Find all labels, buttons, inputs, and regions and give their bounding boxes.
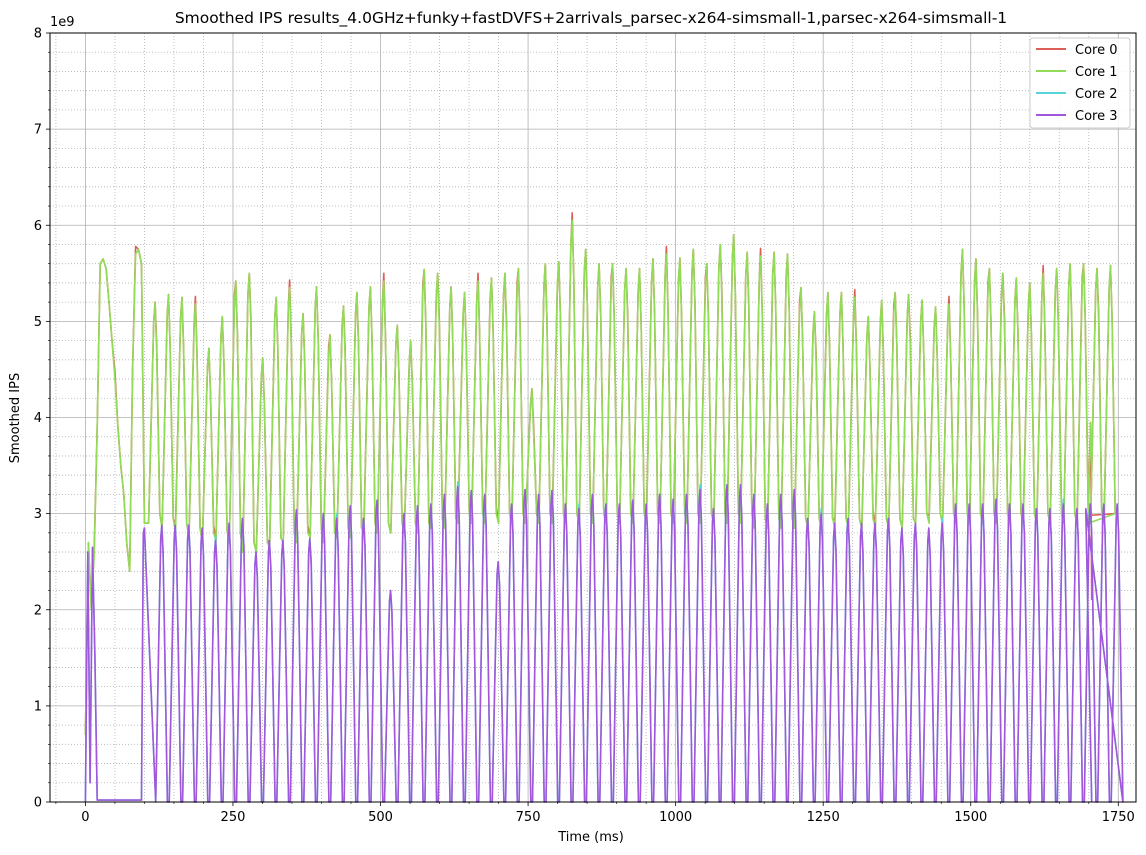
grid [50, 33, 1136, 802]
x-tick-label: 1000 [659, 810, 692, 825]
y-tick-label: 4 [34, 411, 42, 426]
x-tick-label: 500 [368, 810, 393, 825]
legend: Core 0 Core 1 Core 2 Core 3 [1029, 37, 1131, 129]
x-tick-label: 1500 [954, 810, 987, 825]
y-tick-label: 1 [34, 699, 42, 714]
x-tick-label: 750 [516, 810, 541, 825]
y-scale-label: 1e9 [50, 15, 75, 30]
series-line-core-3 [84, 484, 1124, 803]
legend-label-core-0: Core 0 [1075, 43, 1118, 58]
y-tick-label: 7 [34, 123, 42, 138]
x-tick-label: 1750 [1102, 810, 1135, 825]
x-tick-label: 1250 [807, 810, 840, 825]
y-tick-label: 5 [34, 315, 42, 330]
series-line-core-1 [84, 219, 1116, 735]
chart-title: Smoothed IPS results_4.0GHz+funky+fastDV… [175, 9, 1007, 28]
axis-ticks: 0 250 500 750 1000 1250 1500 1750 0 1 2 3 4 5 6 7 8 [34, 27, 1135, 826]
y-tick-label: 3 [34, 507, 42, 522]
x-axis-title: Time (ms) [557, 830, 624, 845]
legend-label-core-2: Core 2 [1075, 87, 1118, 102]
x-tick-label: 250 [221, 810, 246, 825]
y-tick-label: 8 [34, 27, 42, 42]
y-tick-label: 0 [34, 796, 42, 811]
y-axis-title: Smoothed IPS [8, 373, 23, 463]
x-tick-label: 0 [81, 810, 89, 825]
legend-label-core-1: Core 1 [1075, 65, 1118, 80]
series-layer [84, 212, 1124, 803]
legend-box [1029, 37, 1131, 129]
legend-label-core-3: Core 3 [1075, 109, 1118, 124]
y-tick-label: 2 [34, 603, 42, 618]
y-tick-label: 6 [34, 219, 42, 234]
